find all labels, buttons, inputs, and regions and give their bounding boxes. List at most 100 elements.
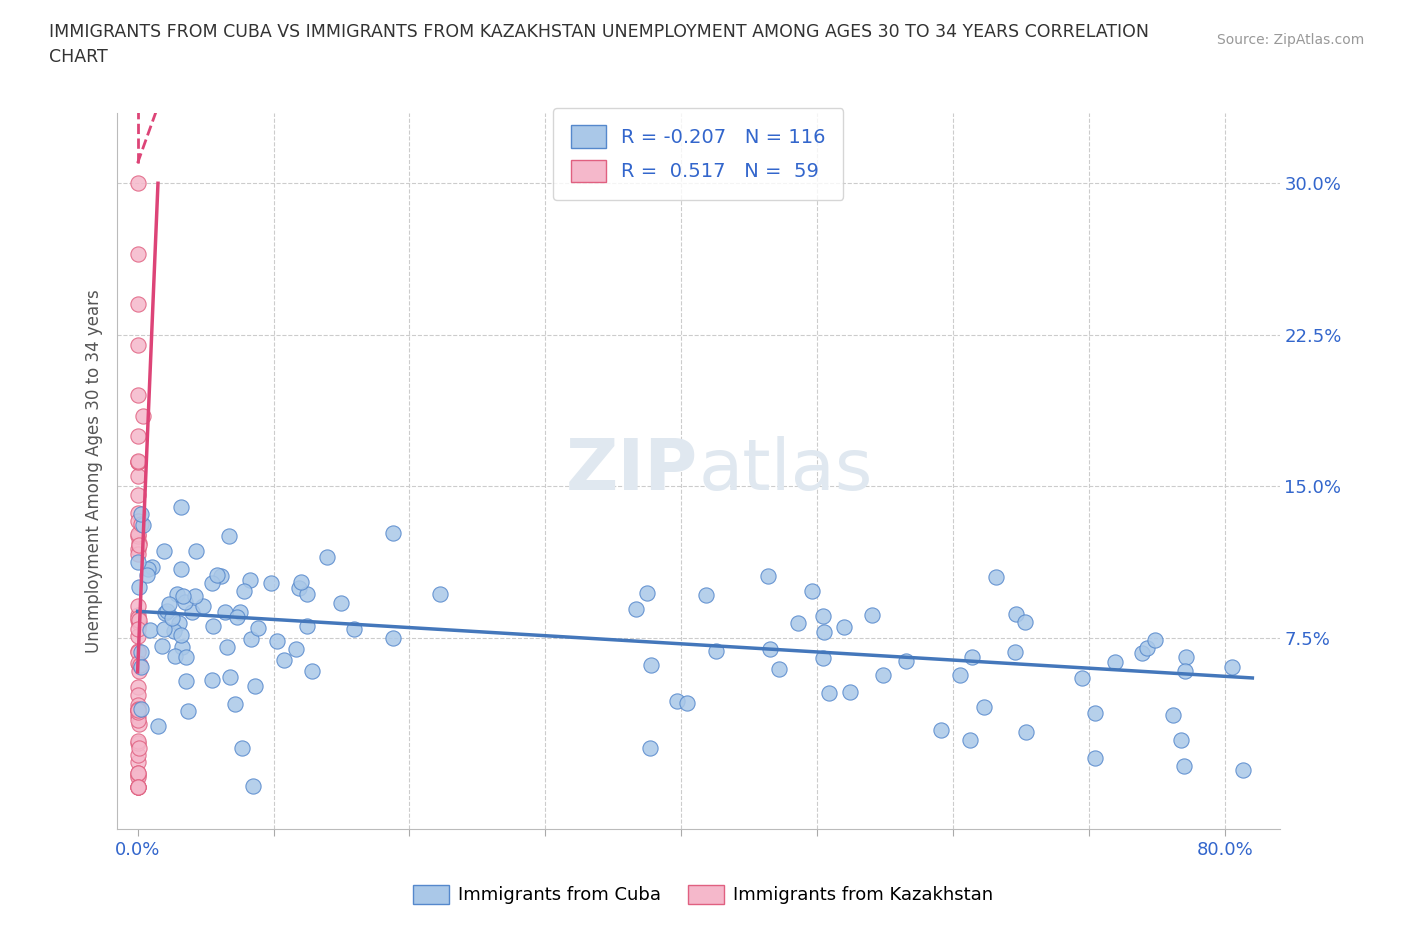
Point [127, 687, 149, 702]
Point [127, 297, 149, 312]
Point [381, 525, 404, 540]
Point [894, 654, 917, 669]
Point [150, 639, 173, 654]
Point [382, 631, 405, 645]
Point [170, 500, 193, 515]
Point [167, 616, 190, 631]
Point [297, 618, 319, 633]
Point [135, 568, 157, 583]
Point [811, 608, 834, 623]
Point [343, 622, 366, 637]
Point [205, 567, 228, 582]
Point [316, 550, 339, 565]
Point [231, 740, 253, 755]
Point [202, 618, 225, 633]
Point [170, 562, 193, 577]
Point [127, 680, 149, 695]
Point [128, 740, 150, 755]
Point [811, 651, 834, 666]
Point [128, 663, 150, 678]
Point [1014, 615, 1036, 630]
Point [266, 633, 288, 648]
Point [127, 747, 149, 762]
Point [153, 622, 176, 637]
Point [128, 579, 150, 594]
Point [127, 734, 149, 749]
Point [301, 664, 323, 679]
Point [174, 673, 197, 688]
Point [1143, 632, 1166, 647]
Point [131, 518, 153, 533]
Point [127, 454, 149, 469]
Point [640, 658, 662, 672]
Point [127, 698, 149, 712]
Point [128, 616, 150, 631]
Point [128, 536, 150, 551]
Point [872, 667, 894, 682]
Point [290, 575, 312, 590]
Point [176, 703, 198, 718]
Text: atlas: atlas [699, 436, 873, 506]
Point [127, 454, 149, 469]
Point [1170, 733, 1192, 748]
Point [127, 610, 149, 625]
Point [240, 631, 263, 646]
Point [127, 599, 149, 614]
Point [224, 697, 246, 711]
Text: Source: ZipAtlas.com: Source: ZipAtlas.com [1216, 33, 1364, 46]
Point [127, 765, 149, 780]
Point [127, 656, 149, 671]
Point [127, 779, 149, 794]
Point [931, 723, 953, 737]
Point [127, 513, 149, 528]
Point [153, 605, 176, 620]
Point [1104, 655, 1126, 670]
Point [768, 661, 790, 676]
Point [129, 517, 152, 532]
Point [172, 640, 194, 655]
Point [284, 642, 307, 657]
Point [800, 583, 823, 598]
Point [242, 779, 264, 794]
Point [127, 547, 149, 562]
Point [127, 388, 149, 403]
Point [127, 629, 149, 644]
Point [127, 488, 149, 503]
Point [1174, 664, 1197, 679]
Point [839, 684, 862, 699]
Point [860, 607, 883, 622]
Point [215, 640, 238, 655]
Point [1173, 759, 1195, 774]
Point [127, 176, 149, 191]
Point [238, 573, 260, 588]
Point [127, 455, 149, 470]
Y-axis label: Unemployment Among Ages 30 to 34 years: Unemployment Among Ages 30 to 34 years [86, 289, 103, 653]
Point [127, 754, 149, 769]
Point [665, 693, 688, 708]
Point [166, 586, 188, 601]
Point [1163, 707, 1185, 722]
Point [1015, 724, 1038, 739]
Point [127, 644, 149, 658]
Point [247, 620, 270, 635]
Point [1232, 763, 1254, 777]
Point [129, 702, 152, 717]
Point [225, 610, 247, 625]
Point [218, 528, 240, 543]
Point [624, 601, 647, 616]
Point [127, 765, 149, 780]
Point [129, 644, 152, 659]
Point [127, 768, 149, 783]
Point [1136, 641, 1159, 656]
Point [127, 779, 149, 794]
Point [163, 624, 186, 639]
Point [152, 543, 174, 558]
Point [128, 717, 150, 732]
Point [181, 604, 204, 619]
Point [201, 672, 224, 687]
Point [146, 719, 169, 734]
Point [172, 589, 194, 604]
Point [973, 699, 995, 714]
Point [233, 584, 256, 599]
Point [156, 604, 179, 618]
